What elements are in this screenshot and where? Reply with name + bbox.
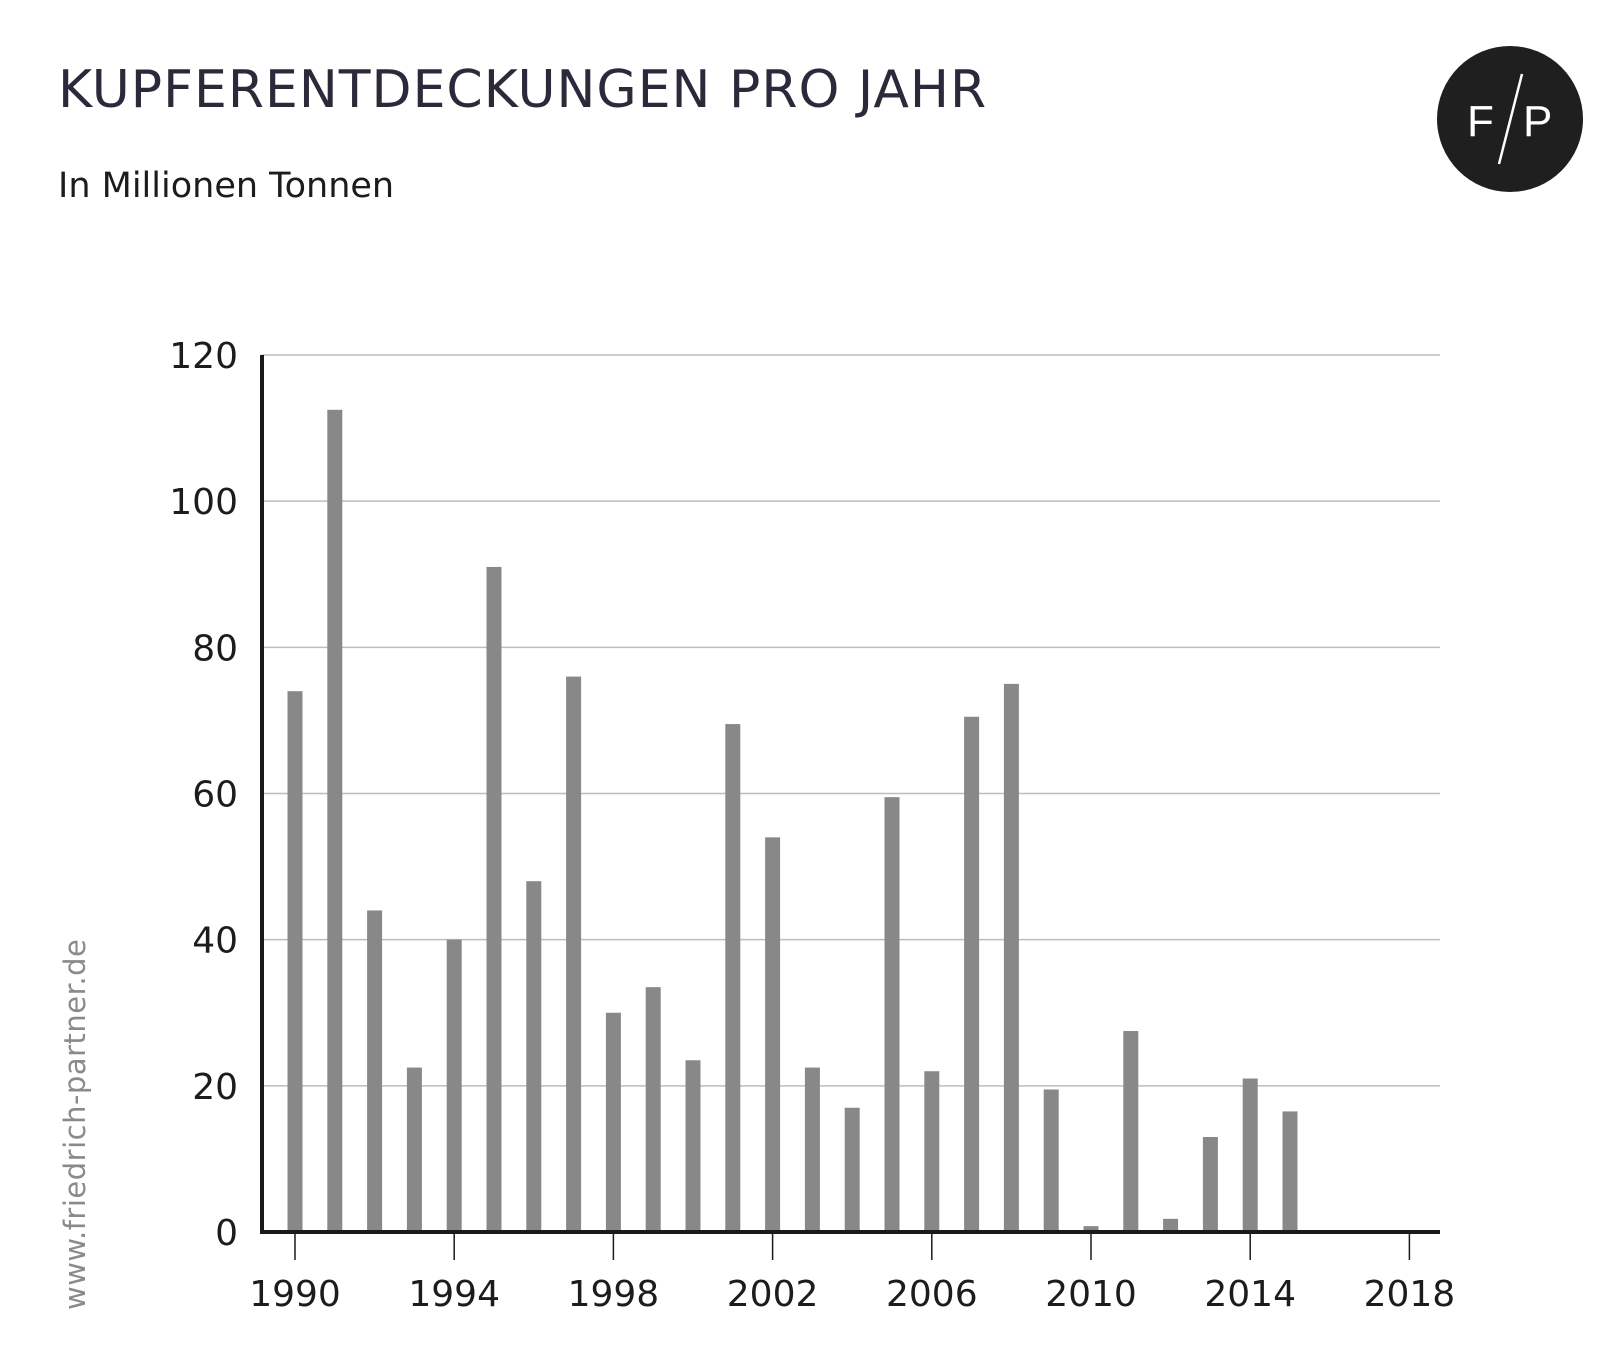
fp-logo-graphic: F P <box>1467 73 1552 165</box>
bar-2003 <box>804 1067 820 1232</box>
bar-2001 <box>725 724 741 1232</box>
bar-2009 <box>1043 1089 1059 1232</box>
bar-2004 <box>844 1107 860 1232</box>
bar-1999 <box>645 987 661 1232</box>
chart-title: KUPFERENTDECKUNGEN PRO JAHR <box>58 60 988 120</box>
y-tick-label-40: 40 <box>192 921 238 962</box>
bar-1993 <box>406 1067 422 1232</box>
bar-2011 <box>1123 1031 1139 1232</box>
bar-2013 <box>1202 1136 1218 1232</box>
y-tick-label-80: 80 <box>192 628 238 669</box>
x-tick-label-2002: 2002 <box>727 1274 819 1315</box>
x-tick-label-1998: 1998 <box>568 1274 660 1315</box>
bar-2007 <box>964 716 980 1232</box>
x-tick-label-1994: 1994 <box>408 1274 500 1315</box>
bars <box>287 409 1298 1232</box>
y-tick-label-20: 20 <box>192 1067 238 1108</box>
logo-letter-f: F <box>1467 97 1494 146</box>
logo-slash <box>1497 73 1524 165</box>
bar-1991 <box>327 409 343 1232</box>
bar-1994 <box>446 939 462 1232</box>
bar-2008 <box>1003 683 1019 1232</box>
bar-2006 <box>924 1071 940 1232</box>
bar-1995 <box>486 566 502 1232</box>
x-tick-label-2010: 2010 <box>1045 1274 1137 1315</box>
y-tick-label-60: 60 <box>192 775 238 816</box>
tick-labels: 0 20 40 60 80 100 120 1990 1994 1998 2002 2006 2010 2… <box>169 336 1455 1315</box>
bar-2012 <box>1163 1218 1179 1232</box>
y-tick-label-120: 120 <box>169 336 238 377</box>
x-tick-label-2006: 2006 <box>886 1274 978 1315</box>
bar-1996 <box>526 881 542 1232</box>
y-tick-label-0: 0 <box>215 1213 238 1254</box>
chart-subtitle: In Millionen Tonnen <box>58 166 395 206</box>
x-tick-label-2014: 2014 <box>1204 1274 1296 1315</box>
bar-2005 <box>884 797 900 1232</box>
bar-1992 <box>367 910 383 1232</box>
bar-1998 <box>605 1012 621 1232</box>
x-tick-label-2018: 2018 <box>1364 1274 1456 1315</box>
axes <box>260 355 1440 1260</box>
bar-2000 <box>685 1060 701 1232</box>
bar-2010 <box>1083 1226 1099 1232</box>
grid-lines <box>262 354 1440 1087</box>
bar-1990 <box>287 691 303 1232</box>
bar-1997 <box>566 676 582 1232</box>
y-tick-label-100: 100 <box>169 482 238 523</box>
logo-letter-p: P <box>1523 97 1552 146</box>
x-tick-label-1990: 1990 <box>249 1274 341 1315</box>
bar-2014 <box>1242 1078 1258 1232</box>
fp-logo-icon: F P <box>1437 46 1583 192</box>
bar-2002 <box>765 837 781 1232</box>
bar-2015 <box>1282 1111 1298 1232</box>
